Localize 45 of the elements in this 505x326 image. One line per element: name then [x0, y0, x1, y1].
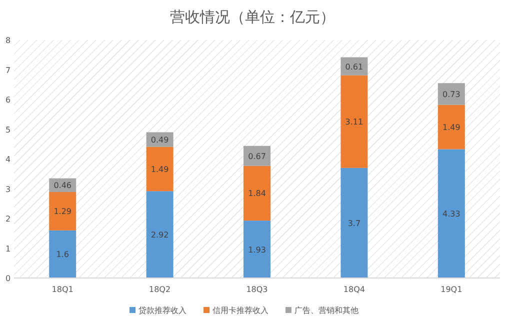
bar	[146, 146, 174, 192]
data-label: 0.73	[442, 90, 460, 99]
data-label: 1.29	[54, 207, 72, 216]
y-tick-label: 0	[5, 274, 11, 283]
data-label: 1.49	[150, 164, 169, 174]
data-label: 2.92	[150, 230, 169, 240]
bar	[438, 104, 465, 150]
data-label: 3.11	[345, 118, 364, 127]
x-tick-label: 18Q4	[343, 285, 365, 294]
bar	[146, 191, 174, 278]
data-label: 4.33	[442, 210, 460, 219]
bar	[244, 166, 270, 221]
y-tick-label: 2	[5, 214, 11, 224]
y-tick-label: 4	[5, 155, 11, 164]
y-tick-label: 8	[5, 36, 11, 45]
y-tick-label: 5	[5, 125, 11, 134]
y-tick-label: 6	[5, 96, 11, 104]
chart-title: 营收情况（单位：亿元）	[170, 8, 335, 26]
data-label: 0.46	[54, 181, 72, 190]
y-tick-label: 1	[5, 244, 11, 254]
x-tick-label: 18Q3	[246, 285, 268, 294]
bar	[340, 75, 368, 168]
x-tick-label: 18Q1	[52, 285, 74, 294]
x-tick-label: 18Q2	[149, 285, 171, 294]
bar	[244, 146, 270, 166]
legend-label: 信用卡推荐收入	[212, 306, 268, 315]
y-tick-label: 7	[5, 66, 11, 75]
data-label: 1.93	[248, 245, 266, 254]
data-label: 1.6	[56, 250, 69, 260]
x-tick-label: 19Q1	[440, 285, 462, 294]
bar	[49, 230, 76, 278]
bar	[340, 168, 368, 278]
bar	[438, 149, 465, 278]
data-label: 0.61	[345, 62, 364, 72]
data-label: 1.49	[442, 123, 460, 132]
bar	[244, 220, 270, 278]
bar	[49, 192, 76, 230]
bar	[438, 83, 465, 105]
y-tick-label: 3	[5, 184, 11, 194]
data-label: 0.49	[150, 136, 169, 145]
data-label: 0.67	[248, 152, 266, 161]
data-label: 3.7	[348, 218, 361, 228]
legend-label: 贷款推荐收入	[138, 306, 186, 315]
legend-label: 广告、营销和其他	[294, 306, 358, 315]
data-label: 1.84	[248, 189, 266, 198]
